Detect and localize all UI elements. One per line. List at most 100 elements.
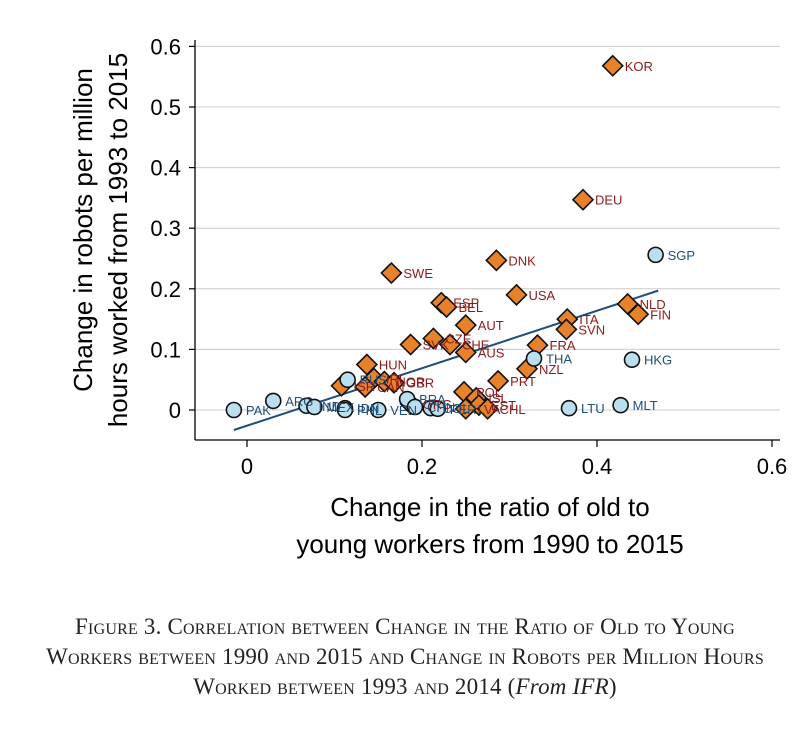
point-label-mlt: MLT <box>633 398 658 413</box>
point-fin <box>626 303 650 326</box>
point-label-col: COL <box>443 401 470 416</box>
point-label-cze: CZE <box>445 331 471 346</box>
point-label-chn: CHN <box>427 400 455 415</box>
point-label-isr: ISR <box>354 379 376 394</box>
point-label-hun: HUN <box>379 358 407 373</box>
point-label-rus: RUS <box>360 373 388 388</box>
y-tick-label: 0 <box>169 398 181 423</box>
point-label-nzl: NZL <box>539 362 564 377</box>
point-tha <box>525 350 543 367</box>
point-label-esp: ESP <box>453 296 479 311</box>
point-chl <box>476 397 499 420</box>
point-mlt <box>612 396 629 414</box>
point-label-can: CAN <box>377 380 404 395</box>
point-label-pol: POL <box>476 385 502 400</box>
point-label-tha: THA <box>546 351 572 366</box>
point-hkg <box>623 351 641 369</box>
point-label-nor: NOR <box>396 375 425 390</box>
point-mex <box>306 398 323 416</box>
point-label-aus: AUS <box>478 345 505 360</box>
x-tick-label: 0.6 <box>757 454 788 479</box>
point-aus <box>454 341 477 364</box>
point-label-arg: ARG <box>285 394 313 409</box>
y-axis-title-line-1: Change in robots per million <box>68 68 98 392</box>
point-dnk <box>485 249 508 272</box>
point-label-lva: LVA <box>478 402 501 417</box>
caption-close: ) <box>608 674 617 699</box>
point-bel <box>435 295 458 319</box>
x-axis-title-line-2: young workers from 1990 to 2015 <box>296 529 683 559</box>
gridlines <box>195 45 780 411</box>
x-tick-label: 0.2 <box>407 454 438 479</box>
point-label-irl: IRL <box>386 371 406 386</box>
y-axis: 0 0.1 0.2 0.3 0.4 0.5 0.6 <box>150 34 196 440</box>
point-chn <box>406 398 424 416</box>
point-label-deu: DEU <box>595 193 622 208</box>
point-label-sgp: SGP <box>668 248 695 263</box>
point-label-bel: BEL <box>459 300 484 315</box>
point-svn <box>555 318 578 341</box>
point-label-fra: FRA <box>550 338 576 353</box>
point-label-che: CHE <box>462 338 490 353</box>
caption-source: From IFR <box>515 674 609 699</box>
point-deu <box>571 188 595 211</box>
point-label-fin: FIN <box>650 307 671 322</box>
point-ven <box>369 401 387 419</box>
point-label-ven: VEN <box>390 403 417 418</box>
point-prt <box>486 369 510 393</box>
point-cze <box>422 327 445 350</box>
point-label-aut: AUT <box>478 318 504 333</box>
point-sgp <box>647 246 664 264</box>
point-label-prt: PRT <box>510 374 536 389</box>
point-per <box>429 400 447 418</box>
point-label-chl: CHL <box>500 402 526 417</box>
point-rus <box>339 371 356 389</box>
point-aut <box>454 314 477 337</box>
y-tick-label: 0.6 <box>150 34 181 59</box>
point-gbr <box>382 371 406 394</box>
point-phl <box>336 401 354 419</box>
point-ltu <box>560 399 578 417</box>
point-label-ind: IND <box>319 399 341 414</box>
point-label-usa: USA <box>529 288 556 303</box>
point-kor <box>601 54 624 77</box>
data-points <box>225 54 664 420</box>
point-label-kor: KOR <box>625 59 653 74</box>
y-tick-label: 0.5 <box>150 95 181 120</box>
point-label-isl: ISL <box>488 391 508 406</box>
point-label-mex: MEX <box>326 400 355 415</box>
point-pak <box>225 401 243 419</box>
x-axis-title-line-1: Change in the ratio of old to <box>330 492 649 522</box>
point-label-per: PER <box>450 402 477 417</box>
x-axis: 0 0.2 0.4 0.6 <box>195 439 788 479</box>
point-arg <box>264 392 282 410</box>
x-tick-label: 0.4 <box>582 454 613 479</box>
point-label-phl: PHL <box>357 403 382 418</box>
scatter-chart: 0 0.1 0.2 0.3 0.4 0.5 0.6 0 0.2 0.4 0.6 KOR DEU DNK… <box>68 34 788 559</box>
point-label-hkg: HKG <box>644 353 672 368</box>
point-label-grc: GRC <box>423 397 452 412</box>
point-che <box>438 333 462 356</box>
point-label-pak: PAK <box>246 403 271 418</box>
y-tick-label: 0.1 <box>150 337 181 362</box>
point-label-svk: SVK <box>423 338 449 353</box>
point-label-nld: NLD <box>640 297 666 312</box>
point-label-dnk: DNK <box>508 253 536 268</box>
y-tick-label: 0.3 <box>150 216 181 241</box>
point-label-bra: BRA <box>419 392 446 407</box>
point-label-gbr: GBR <box>406 376 434 391</box>
point-label-ltu: LTU <box>581 401 605 416</box>
caption-text: Figure 3. Correlation between Change in … <box>46 614 764 699</box>
point-lva <box>454 397 477 420</box>
point-svk <box>399 333 422 356</box>
point-usa <box>505 283 528 306</box>
point-can <box>353 375 377 399</box>
point-swe <box>380 261 403 285</box>
point-label-ita: ITA <box>579 312 599 327</box>
y-axis-title-line-2: hours worked from 1993 to 2015 <box>103 53 133 427</box>
x-tick-label: 0 <box>241 454 253 479</box>
point-label-idn: IDN <box>357 401 379 416</box>
point-label-est: EST <box>491 398 516 413</box>
y-tick-label: 0.4 <box>150 156 181 181</box>
